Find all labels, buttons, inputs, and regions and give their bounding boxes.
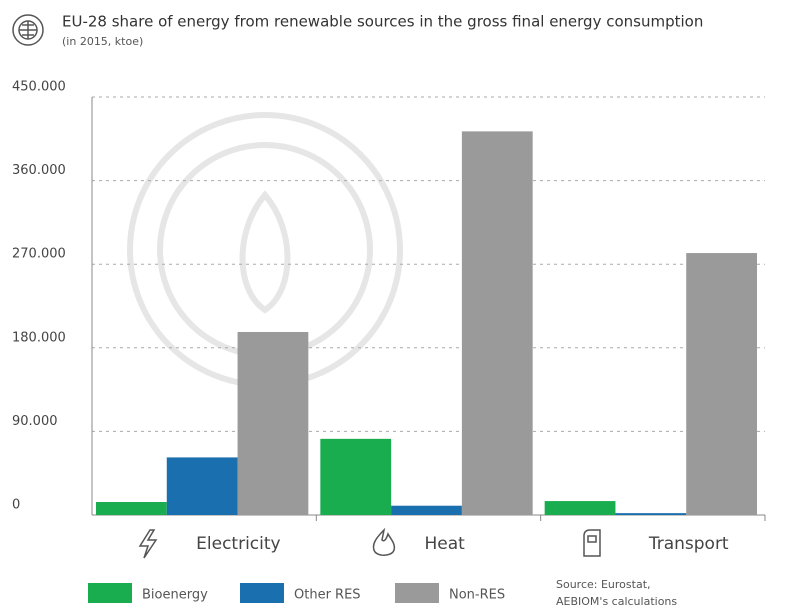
y-tick-label: 450.000 bbox=[12, 80, 66, 95]
legend-label: Bioenergy bbox=[142, 588, 208, 603]
category-icons bbox=[138, 527, 601, 559]
legend-swatch bbox=[395, 583, 439, 603]
bar bbox=[615, 513, 687, 515]
legend-swatch bbox=[88, 583, 132, 603]
legend-swatch bbox=[240, 583, 284, 603]
y-tick-label: 270.000 bbox=[12, 247, 66, 262]
y-tick-label: 360.000 bbox=[12, 163, 66, 178]
legend-label: Other RES bbox=[294, 588, 361, 603]
legend-label: Non-RES bbox=[449, 588, 505, 603]
source-note: AEBIOM's calculations bbox=[556, 595, 677, 608]
bar bbox=[686, 253, 757, 515]
bar bbox=[320, 438, 392, 515]
y-tick-label: 0 bbox=[12, 498, 20, 513]
y-tick-label: 90.000 bbox=[12, 414, 58, 429]
chart-title: EU-28 share of energy from renewable sou… bbox=[62, 13, 703, 31]
bar bbox=[237, 332, 309, 515]
bar bbox=[166, 457, 238, 515]
y-tick-label: 180.000 bbox=[12, 330, 66, 345]
x-tick-label: Heat bbox=[425, 534, 466, 554]
chart-subtitle: (in 2015, ktoe) bbox=[62, 35, 143, 48]
bar bbox=[461, 131, 533, 515]
title-icon bbox=[12, 14, 44, 46]
x-tick-label: Electricity bbox=[196, 534, 280, 554]
bar bbox=[544, 501, 616, 515]
bar bbox=[391, 505, 462, 515]
source-note: Source: Eurostat, bbox=[556, 578, 651, 591]
x-tick-label: Transport bbox=[648, 534, 729, 554]
bar bbox=[96, 501, 167, 515]
